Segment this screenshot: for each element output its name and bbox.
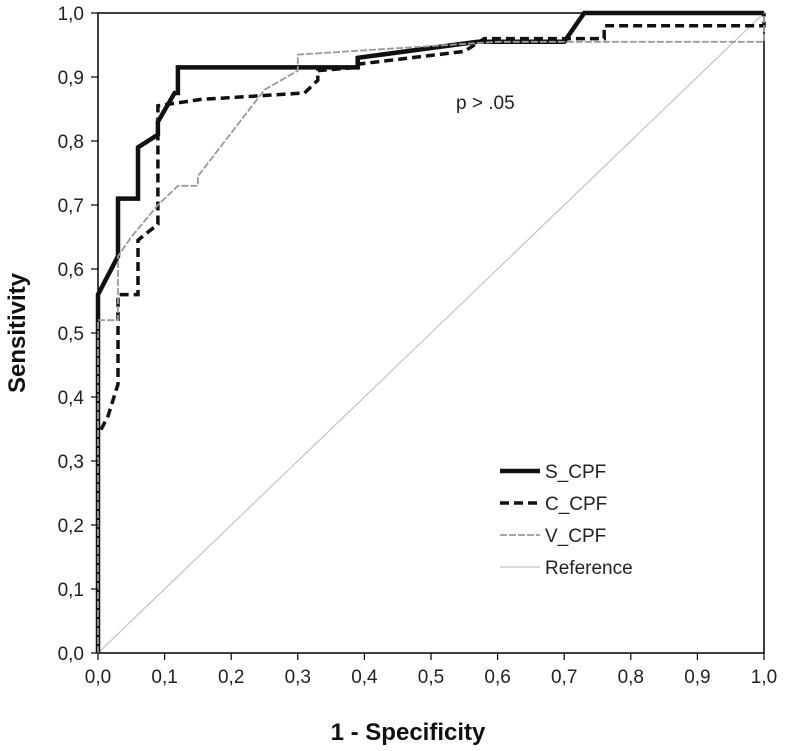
y-tick-label: 1,0 [58,4,84,25]
x-tick-label: 0,6 [484,667,510,688]
x-tick-label: 0,3 [285,667,311,688]
x-axis-ticks: 0,0 0,1 0,2 0,3 0,4 0,5 0,6 0,7 0,8 0,9 1,0 [85,653,777,688]
legend-label: S_CPF [545,462,606,483]
y-tick-label: 0,8 [58,132,84,153]
x-tick-label: 0,1 [151,667,177,688]
y-tick-label: 0,6 [58,260,84,281]
x-tick-label: 0,4 [351,667,378,688]
legend: S_CPF C_CPF V_CPF Reference [500,462,633,579]
series-line-c-cpf [96,13,766,653]
y-tick-label: 0,5 [58,324,84,345]
x-tick-label: 1,0 [751,667,777,688]
y-tick-label: 0,7 [58,196,84,217]
x-tick-label: 0,0 [85,667,111,688]
series-line-reference [97,12,765,654]
x-tick-label: 0,9 [684,667,710,688]
x-tick-label: 0,8 [618,667,644,688]
x-tick-label: 0,2 [218,667,244,688]
legend-label: Reference [545,558,633,579]
series-line-v-cpf [97,13,765,653]
y-tick-label: 0,2 [58,516,84,537]
y-axis-ticks: 0,0 0,1 0,2 0,3 0,4 0,5 0,6 0,7 0,8 0,9 1,0 [58,4,98,665]
series-layer [95,10,766,653]
x-axis-title: 1 - Specificity [331,719,486,746]
y-tick-label: 0,0 [58,644,84,665]
legend-label: C_CPF [545,494,607,515]
legend-label: V_CPF [545,526,606,547]
y-tick-label: 0,9 [58,68,84,89]
y-tick-label: 0,1 [58,580,84,601]
y-tick-label: 0,3 [58,452,84,473]
x-tick-label: 0,5 [418,667,444,688]
y-tick-label: 0,4 [58,388,85,409]
y-axis-title: Sensitivity [4,272,31,393]
p-value-annotation: p > .05 [456,93,515,114]
x-tick-label: 0,7 [551,667,577,688]
reference-layer [97,12,765,654]
